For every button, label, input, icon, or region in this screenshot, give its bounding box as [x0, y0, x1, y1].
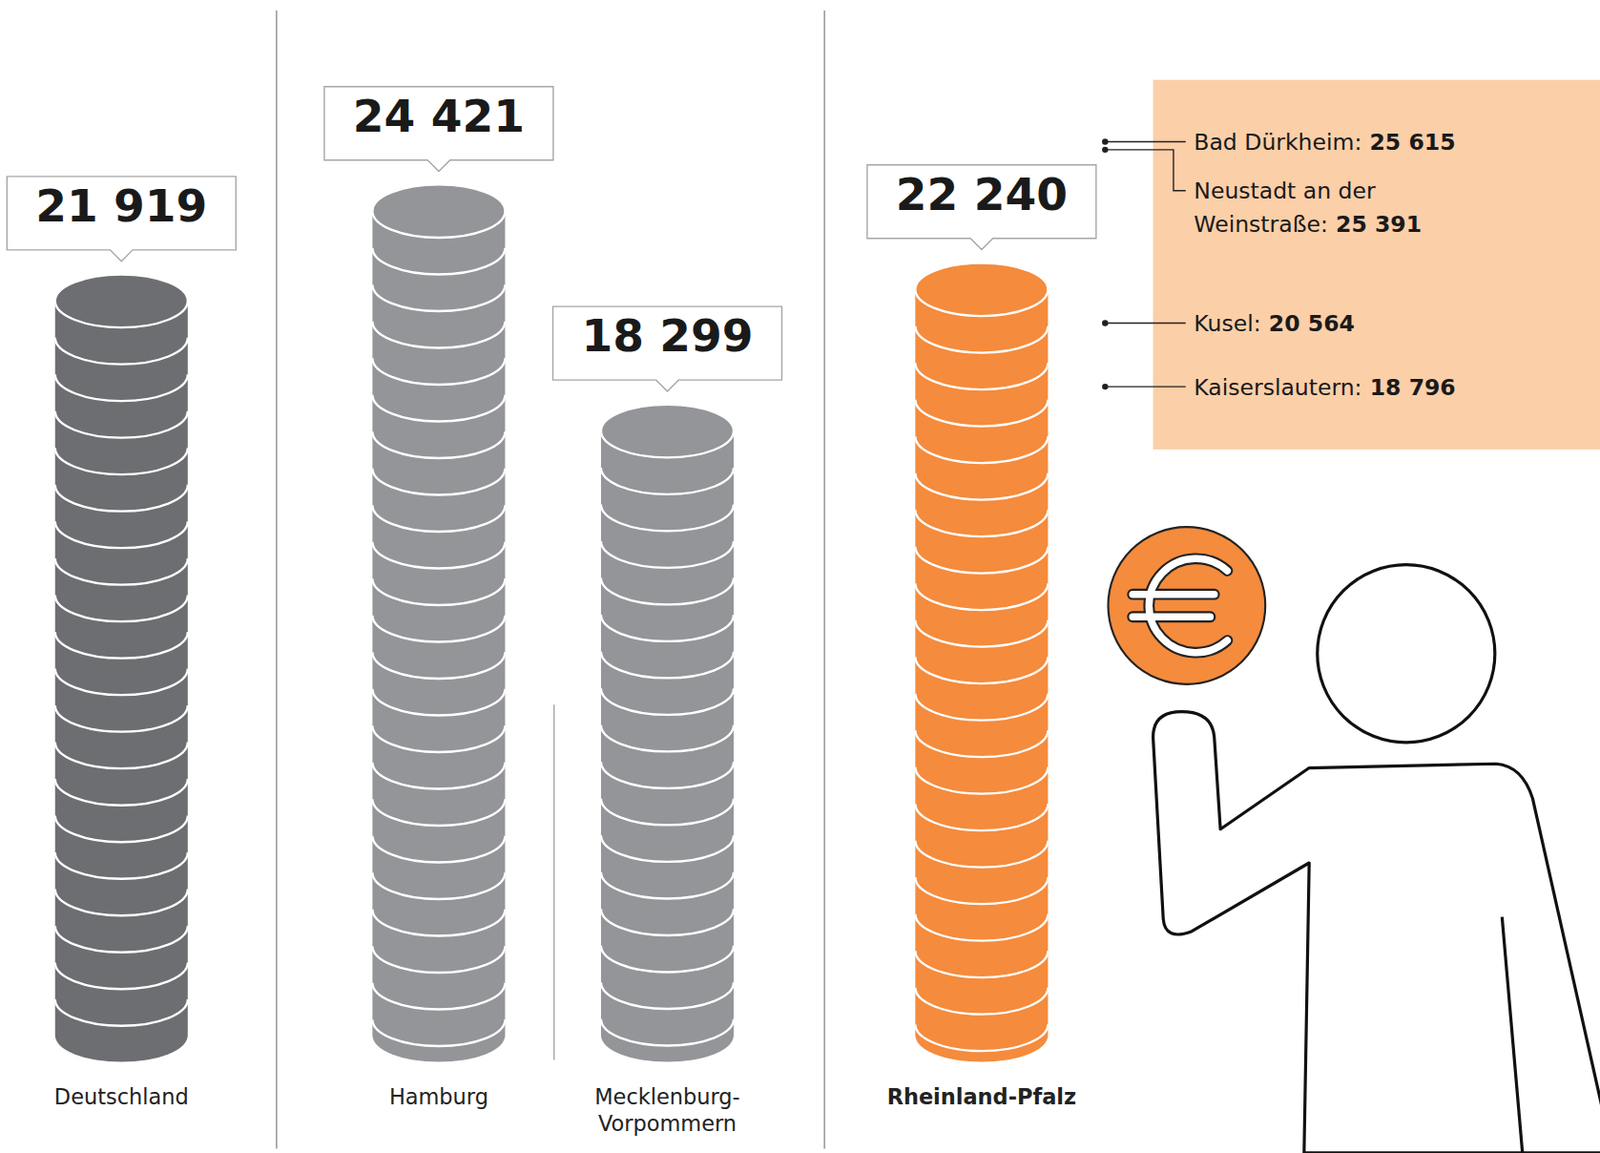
leader-line: [1104, 385, 1185, 387]
coin-stack: [372, 184, 505, 1061]
euro-coin: [1107, 526, 1266, 685]
data-label: 18 299: [581, 309, 753, 362]
label-box: [867, 165, 1097, 250]
annotation-value: 25 391: [1328, 210, 1422, 238]
annotation-name: Kaiserslautern:: [1193, 374, 1362, 401]
annotation-panel: [1153, 80, 1600, 450]
annotation-label: Kaiserslautern: 18 796: [1193, 374, 1455, 401]
leader-line: [1104, 141, 1185, 143]
coin-stack: [914, 262, 1048, 1061]
euro-sign: [1132, 558, 1227, 652]
label-box: [324, 86, 554, 172]
category-label: Rheinland-Pfalz: [887, 1083, 1077, 1109]
person-leg: [1501, 916, 1522, 1153]
annotation-name: Weinstraße:: [1193, 210, 1329, 238]
coin-stack: [55, 274, 188, 1062]
group-separator: [823, 10, 826, 1149]
euro-sign-outline: [1132, 558, 1227, 652]
annotation-value: 25 615: [1361, 128, 1455, 156]
marks: [55, 138, 1109, 1061]
separator: [553, 704, 555, 1060]
annotation-value: 18 796: [1362, 374, 1456, 401]
annotation-label: Bad Dürkheim: 25 615: [1193, 128, 1455, 156]
category-label-line: Vorpommern: [598, 1110, 737, 1136]
annotation-label: Neustadt an der Weinstraße: 25 391: [1193, 177, 1422, 237]
texts: 21 919 Deutschland 24 421 Hamburg 18 299 Meck…: [35, 89, 1455, 1137]
coin-stack: [601, 404, 734, 1062]
euro-icon: [1107, 526, 1266, 685]
category-label-line: Mecklenburg-: [594, 1083, 740, 1109]
annotation-name: Bad Dürkheim:: [1193, 128, 1362, 156]
group-separator: [275, 10, 278, 1149]
person-body: [1153, 711, 1600, 1153]
coin-edge: [372, 184, 505, 1046]
label-box: [6, 176, 236, 262]
data-label: 22 240: [895, 167, 1068, 221]
data-label: 24 421: [353, 89, 525, 143]
coin-edge: [914, 262, 1048, 1051]
category-label: Deutschland: [54, 1083, 189, 1109]
person-icon: [1153, 564, 1600, 1153]
coin-edge: [601, 404, 734, 1046]
chart: 21 919 Deutschland 24 421 Hamburg 18 299 Meck…: [0, 0, 1600, 1153]
annotation-name: Kusel:: [1193, 310, 1261, 337]
annotation-value: 20 564: [1261, 310, 1355, 337]
label-box: [552, 306, 782, 392]
annotation-name: Neustadt an der: [1193, 177, 1376, 205]
category-label: Hamburg: [389, 1083, 489, 1109]
annotation-label: Kusel: 20 564: [1193, 310, 1355, 337]
category-label: Mecklenburg-Vorpommern: [594, 1083, 740, 1136]
leader-line: [1104, 149, 1185, 191]
data-label: 21 919: [35, 179, 208, 232]
leader-line: [1104, 322, 1185, 324]
coin-edge: [55, 274, 188, 1026]
person-head: [1317, 564, 1496, 743]
